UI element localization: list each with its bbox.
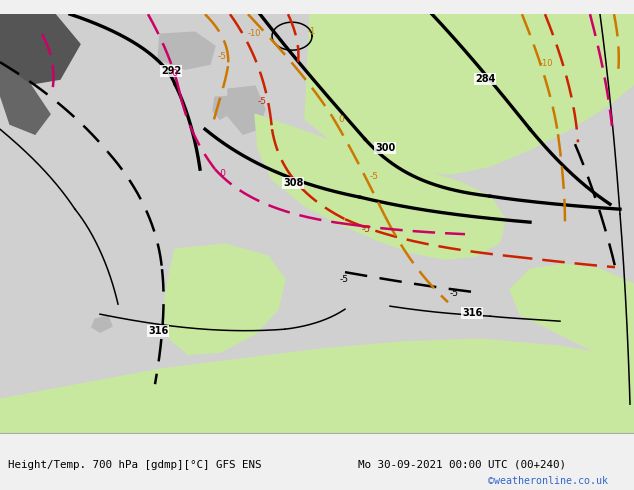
Text: -5: -5 [218, 52, 227, 61]
Text: -10: -10 [540, 59, 553, 68]
Polygon shape [0, 14, 80, 84]
Text: -5: -5 [370, 172, 379, 181]
Text: Height/Temp. 700 hPa [gdmp][°C] GFS ENS: Height/Temp. 700 hPa [gdmp][°C] GFS ENS [8, 460, 261, 469]
Text: -1: -1 [308, 27, 316, 36]
Text: -5: -5 [258, 97, 267, 106]
Text: 316: 316 [148, 326, 168, 336]
Polygon shape [0, 339, 634, 434]
Polygon shape [255, 114, 505, 259]
Text: 292: 292 [161, 66, 181, 76]
Polygon shape [213, 96, 233, 119]
Text: -0: -0 [218, 169, 227, 178]
Polygon shape [158, 32, 215, 69]
Text: -5: -5 [340, 275, 349, 284]
Text: ©weatheronline.co.uk: ©weatheronline.co.uk [488, 476, 608, 486]
Polygon shape [305, 14, 634, 174]
Text: -10: -10 [248, 29, 261, 38]
Text: -5: -5 [450, 289, 459, 298]
Polygon shape [92, 316, 112, 332]
Polygon shape [163, 244, 285, 354]
Text: 300: 300 [375, 143, 395, 153]
Polygon shape [228, 86, 265, 134]
Text: 308: 308 [283, 178, 304, 188]
Text: -0: -0 [170, 69, 179, 78]
Text: 0: 0 [338, 115, 344, 124]
Text: Mo 30-09-2021 00:00 UTC (00+240): Mo 30-09-2021 00:00 UTC (00+240) [358, 460, 566, 469]
Polygon shape [510, 264, 634, 359]
Text: -5: -5 [362, 225, 371, 234]
Polygon shape [0, 64, 50, 134]
Text: 316: 316 [462, 308, 482, 318]
Text: 284: 284 [475, 74, 495, 84]
